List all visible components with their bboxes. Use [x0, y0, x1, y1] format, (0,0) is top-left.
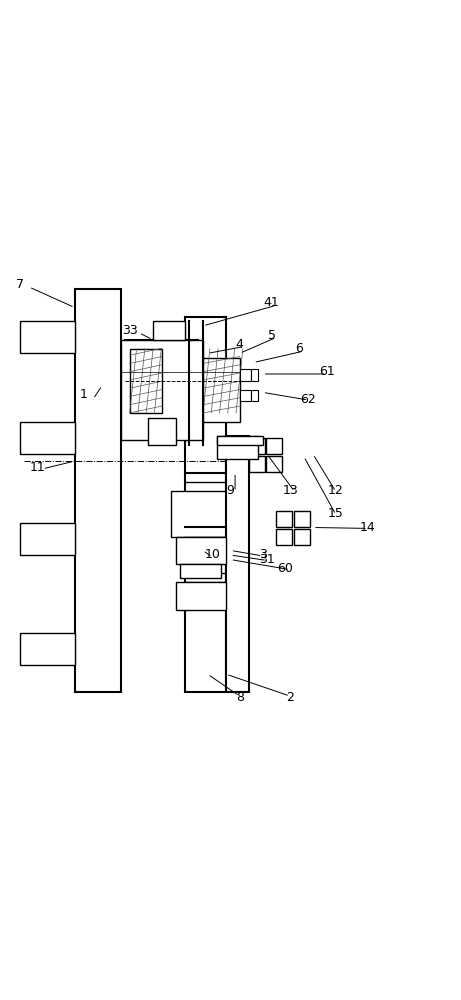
Bar	[249, 438, 265, 454]
Bar	[294, 529, 310, 545]
Bar	[276, 529, 292, 545]
Bar	[75, 289, 120, 692]
Bar	[251, 369, 258, 381]
Text: 62: 62	[301, 393, 316, 406]
Bar	[226, 436, 249, 692]
Bar	[203, 358, 240, 422]
Text: 15: 15	[328, 507, 344, 520]
Bar	[266, 438, 282, 454]
Bar	[20, 523, 75, 555]
Text: 12: 12	[328, 484, 344, 497]
Text: 61: 61	[319, 365, 335, 378]
Text: 60: 60	[278, 562, 293, 575]
Text: 7: 7	[16, 278, 24, 291]
Text: 10: 10	[204, 548, 220, 561]
Text: 13: 13	[282, 484, 298, 497]
Bar	[276, 511, 292, 527]
Bar	[176, 537, 226, 564]
Bar	[153, 321, 185, 340]
Text: 2: 2	[286, 691, 294, 704]
Bar	[171, 491, 235, 537]
Bar	[20, 422, 75, 454]
Bar	[20, 633, 75, 665]
Text: 41: 41	[264, 296, 280, 309]
Text: 33: 33	[122, 324, 137, 337]
Bar	[130, 349, 162, 413]
Bar	[185, 317, 226, 692]
Text: 3: 3	[259, 548, 266, 561]
Bar	[249, 456, 265, 472]
Text: 14: 14	[360, 521, 376, 534]
Bar	[148, 418, 176, 445]
Text: 9: 9	[226, 484, 235, 497]
Bar	[217, 436, 258, 459]
Bar	[240, 369, 251, 381]
Text: 1: 1	[80, 388, 88, 401]
Bar	[217, 436, 263, 445]
Bar	[240, 390, 251, 401]
Bar	[125, 340, 198, 422]
Bar	[266, 456, 282, 472]
Bar	[120, 340, 203, 440]
Bar	[176, 582, 226, 610]
Text: 5: 5	[268, 329, 276, 342]
Bar	[180, 564, 221, 578]
Text: 11: 11	[30, 461, 46, 474]
Text: 4: 4	[236, 338, 243, 351]
Bar	[251, 390, 258, 401]
Text: 8: 8	[236, 691, 244, 704]
Text: 6: 6	[296, 342, 303, 355]
Text: 31: 31	[259, 553, 275, 566]
Bar	[20, 321, 75, 353]
Bar	[294, 511, 310, 527]
